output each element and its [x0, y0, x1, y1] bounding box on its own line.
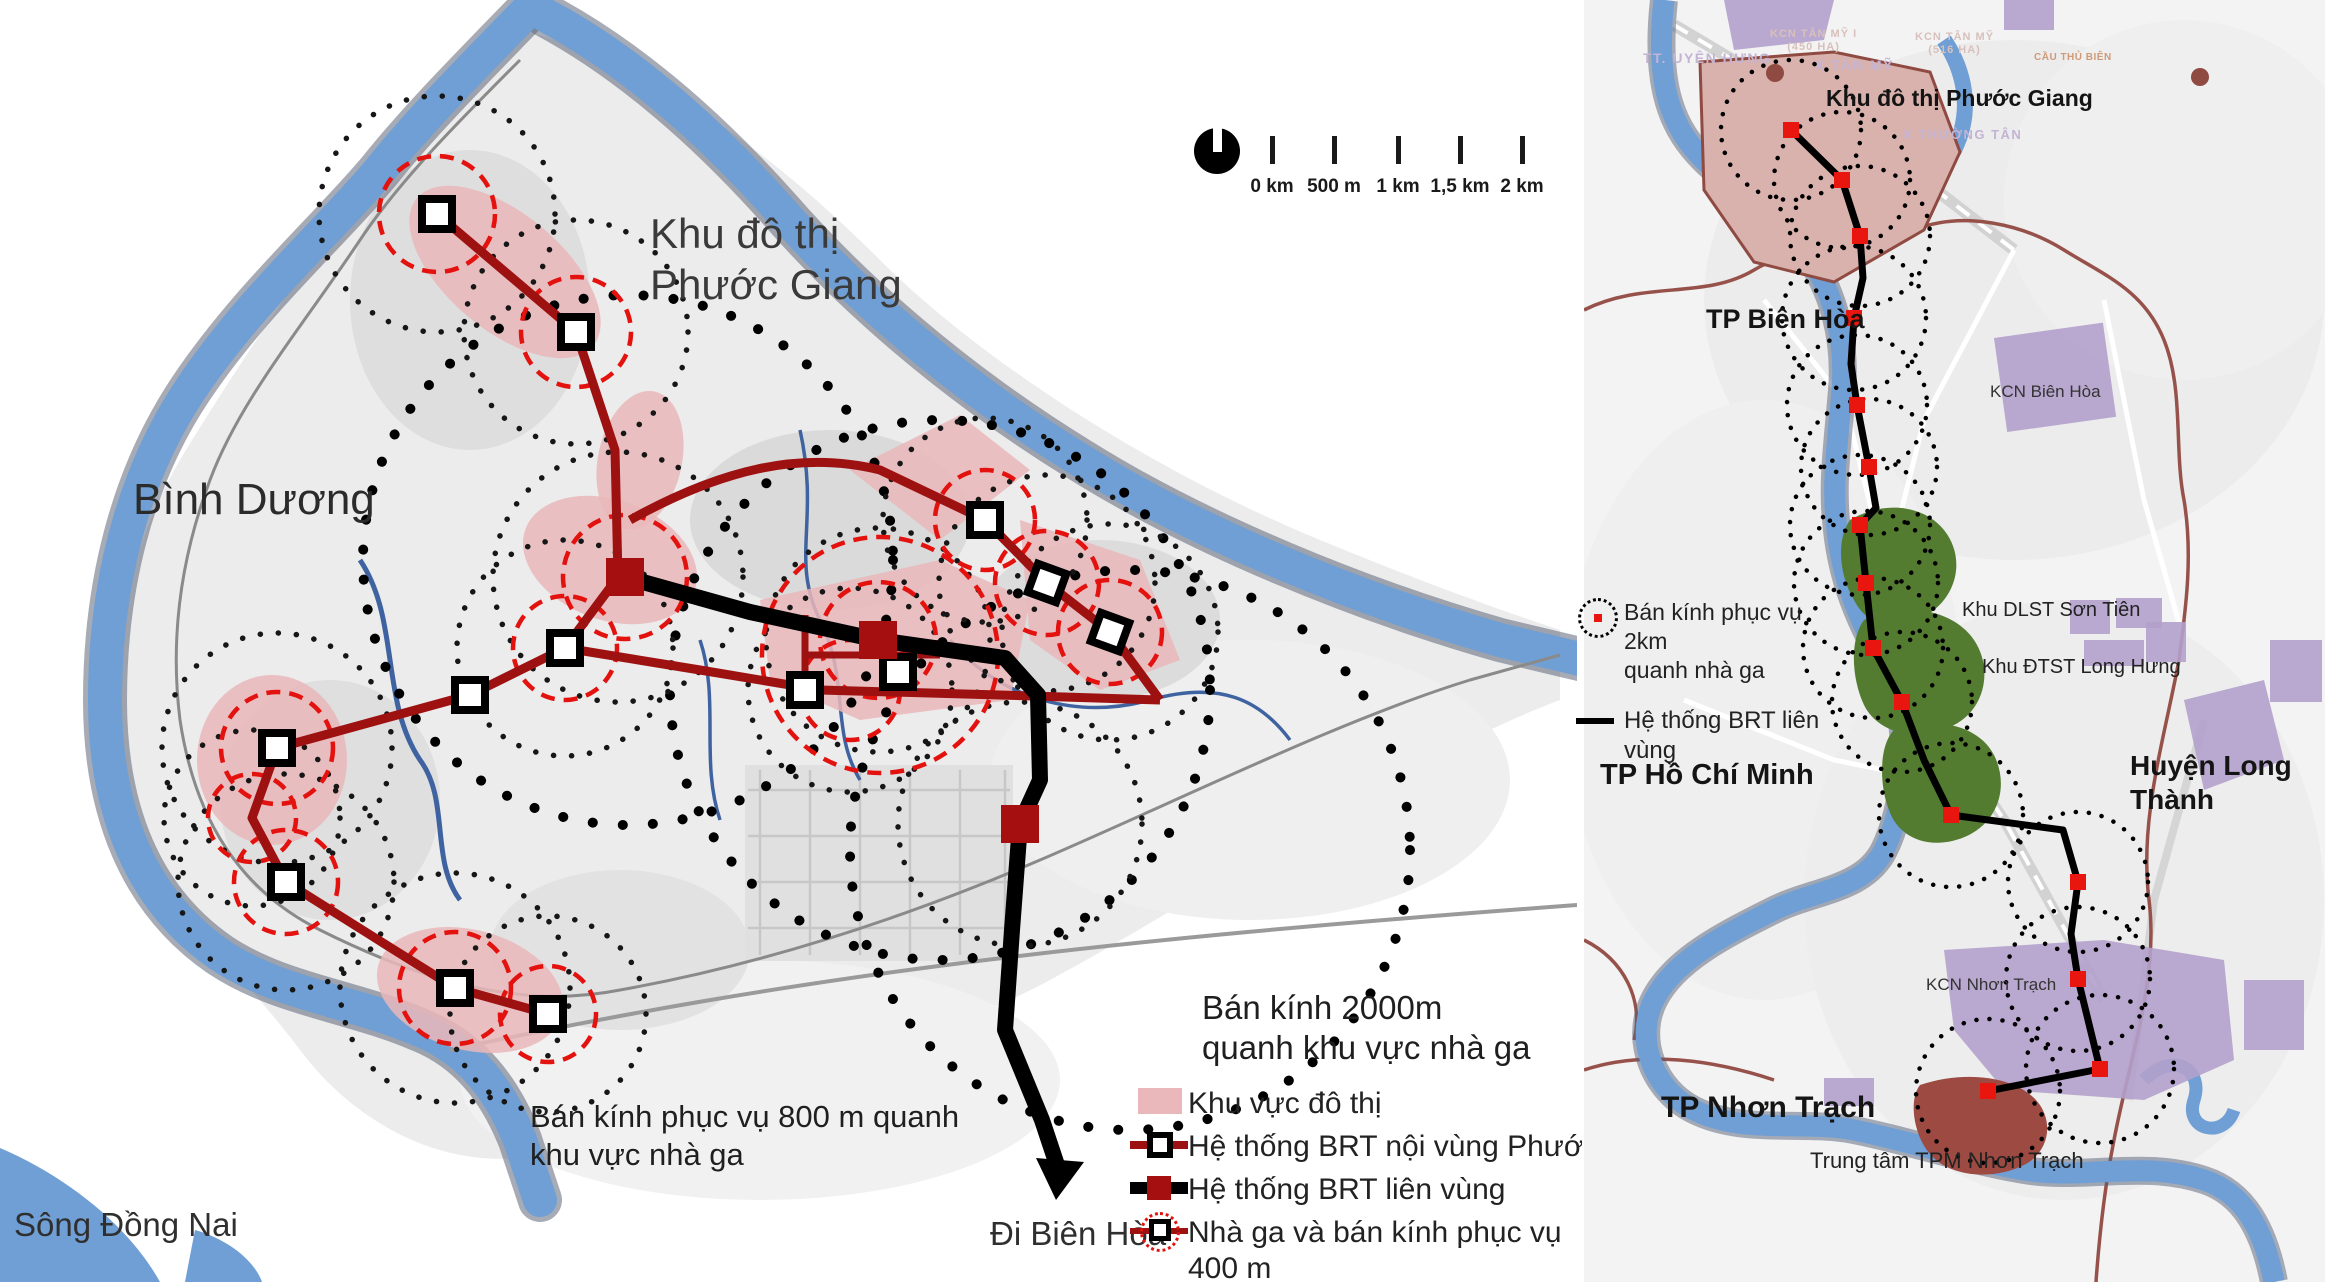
legend-item-brt-internal: Hệ thống BRT nội vùng Phước Giang [1130, 1129, 1582, 1165]
brt-regional-stations [606, 558, 1039, 843]
site-outline [174, 58, 1561, 998]
legend-item-brt-regional: Hệ thống BRT liên vùng [1576, 706, 1826, 766]
brt-regional-line-icon [1576, 706, 1624, 744]
tp-nhon-trach-label: TP Nhơn Trạch [1661, 1091, 1876, 1124]
radius-2000-note: Bán kính 2000m quanh khu vực nhà ga [1202, 989, 1531, 1067]
legend-item-station: Nhà ga và bán kính phục vụ 400 m (~ 5 ph… [1130, 1212, 1582, 1282]
scale-tick [1520, 136, 1525, 164]
legend-right-map: Bán kính phục vụ 2km quanh nhà ga Hệ thố… [1576, 598, 1826, 788]
scale-tick [1458, 136, 1463, 164]
left-map [0, 0, 1577, 1282]
legend-label: Hệ thống BRT nội vùng Phước Giang [1188, 1130, 1582, 1163]
tp-hcm-label: TP Hồ Chí Minh [1600, 759, 1814, 791]
long-hung-label: Khu ĐTST Long Hưng [1982, 656, 2181, 678]
huyen-long-thanh-label: Huyện Long Thành [2130, 750, 2292, 816]
scale-tick [1332, 136, 1337, 164]
tt-uyen-hung-label: TT. UYÊN HƯNG [1643, 50, 1772, 66]
station-radius-icon [1130, 1212, 1188, 1252]
legend-item-brt-regional: Hệ thống BRT liên vùng [1130, 1172, 1582, 1208]
tpm-center-label: Trung tâm TPM Nhơn Trạch [1810, 1148, 2084, 1173]
kcn-tan-my-1-label: KCN TÂN MỸ I (450 HA) [1770, 28, 1858, 54]
brt-regional-route [622, 569, 1066, 1171]
river-dong-nai [87, 0, 1577, 1217]
eco-green-areas [1840, 507, 2001, 843]
legend-left-map: Khu vực đô thị Hệ thống BRT nội vùng Phư… [1130, 1086, 1582, 1282]
urban-area-swatch-icon [1130, 1086, 1188, 1116]
scale-tick-label: 1,5 km [1430, 176, 1490, 197]
tp-bien-hoa-label: TP Biên Hòa [1706, 304, 1865, 334]
scale-bar: 0 km 500 m 1 km 1,5 km 2 km [1188, 122, 1578, 212]
radius-800-note: Bán kính phục vụ 800 m quanh khu vực nhà… [530, 1099, 960, 1172]
region-binh-duong: Bình Dương [133, 475, 375, 524]
route-arrowhead [1036, 1158, 1084, 1200]
x-tan-my-label: X TÂN MỸ [1815, 57, 1894, 73]
right-phuoc-giang-label: Khu đô thị Phước Giang [1826, 85, 2093, 111]
brt-regional-stations [1783, 122, 2108, 1099]
cau-thu-bien-label: CẦU THỦ BIÊN [2034, 52, 2112, 63]
scale-tick-label: 1 km [1376, 176, 1420, 197]
north-arrow-icon [1194, 128, 1240, 174]
scale-tick [1396, 136, 1401, 164]
brt-internal-stations [258, 195, 1135, 1033]
south-road [449, 903, 1577, 1052]
kcn-nhon-trach-label: KCN Nhơn Trạch [1926, 975, 2057, 994]
brt-regional-line-icon [1130, 1172, 1188, 1202]
legend-label: Hệ thống BRT liên vùng [1624, 707, 1820, 765]
legend-label: Khu vực đô thị [1188, 1087, 1382, 1120]
village-dots [1766, 64, 2209, 86]
scale-tick [1270, 136, 1275, 164]
radius-2km-circle-icon [1576, 598, 1624, 638]
legend-item-urban-area: Khu vực đô thị [1130, 1086, 1582, 1122]
x-thuong-tan-label: X THƯỜNG TÂN [1903, 127, 2023, 142]
legend-item-radius-2km: Bán kính phục vụ 2km quanh nhà ga [1576, 598, 1826, 684]
urban-area-title: Khu đô thị Phước Giang [650, 210, 902, 309]
legend-label: Bán kính phục vụ 2km quanh nhà ga [1624, 599, 1802, 683]
brt-internal-line-icon [1130, 1129, 1188, 1159]
scale-tick-label: 500 m [1307, 176, 1361, 197]
river-song-dong-nai: Sông Đồng Nai [14, 1206, 238, 1243]
legend-label: Hệ thống BRT liên vùng [1188, 1173, 1506, 1206]
right-map [1584, 0, 2325, 1282]
scale-tick-label: 0 km [1250, 176, 1294, 197]
river-corner-wedges [0, 1148, 262, 1282]
son-tien-label: Khu DLST Sơn Tiên [1962, 599, 2141, 621]
legend-label: Nhà ga và bán kính phục vụ 400 m (~ 5 ph… [1188, 1216, 1562, 1282]
scale-tick-label: 2 km [1500, 176, 1544, 197]
kcn-tan-my-label: KCN TÂN MỸ (516 HA) [1915, 31, 1995, 57]
kcn-bien-hoa-label: KCN Biên Hòa [1990, 382, 2101, 401]
radius-400-circles [205, 153, 1165, 1065]
